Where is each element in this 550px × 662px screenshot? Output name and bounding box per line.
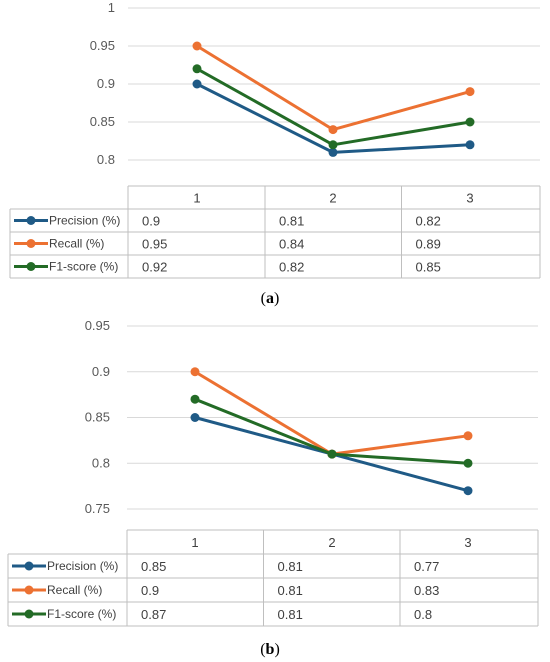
caption-close: ) <box>274 641 279 658</box>
legend-key-marker <box>26 216 36 225</box>
legend-key-marker <box>26 239 36 248</box>
caption-open: ( <box>260 641 265 658</box>
data-label: 0.83 <box>414 583 439 598</box>
data-label: 0.82 <box>279 260 304 275</box>
y-tick-label: 0.8 <box>97 152 115 167</box>
caption-open: ( <box>261 290 266 307</box>
chart-panel-b: 0.95 0.9 0.85 0.8 0.75 1 2 3 Precision (%) 0.85 0.… <box>7 318 539 658</box>
data-label: 0.89 <box>416 237 441 252</box>
data-point <box>463 431 473 441</box>
y-tick-label: 0.85 <box>85 410 110 425</box>
x-tick-label: 1 <box>193 191 200 206</box>
data-label: 0.8 <box>414 607 432 622</box>
data-label: 0.84 <box>279 237 304 252</box>
data-point <box>465 117 475 127</box>
x-tick-label: 2 <box>329 191 336 206</box>
legend-key-marker <box>26 262 36 271</box>
data-label: 0.81 <box>278 583 303 598</box>
data-point <box>192 64 202 74</box>
y-tick-label: 0.95 <box>90 38 115 53</box>
legend-key-marker <box>24 609 34 619</box>
data-point <box>190 367 200 377</box>
data-point <box>190 413 200 422</box>
data-label: 0.95 <box>142 237 167 252</box>
data-label: 0.85 <box>141 559 166 574</box>
data-point <box>190 394 200 404</box>
y-tick-label: 0.85 <box>90 114 115 129</box>
legend-key-marker <box>24 561 34 571</box>
data-point <box>463 486 473 496</box>
data-label: 0.81 <box>278 559 303 574</box>
data-label: 0.9 <box>142 214 160 229</box>
legend-key-marker <box>24 585 34 595</box>
data-point <box>192 41 202 51</box>
series-line <box>196 44 471 132</box>
data-point <box>463 458 473 468</box>
legend-entry: Precision (%) <box>49 214 120 228</box>
legend-entry: Precision (%) <box>47 559 118 573</box>
data-point <box>192 79 202 89</box>
data-point <box>328 125 338 135</box>
x-tick-label: 1 <box>191 535 198 550</box>
data-label: 0.77 <box>414 559 439 574</box>
y-tick-label: 1 <box>108 0 115 15</box>
data-label: 0.87 <box>141 607 166 622</box>
figure-caption: (a) <box>261 290 280 307</box>
y-tick-label: 0.9 <box>97 76 115 91</box>
data-point <box>327 449 337 459</box>
data-point <box>465 140 475 150</box>
legend-entry: Recall (%) <box>47 583 102 597</box>
caption-letter: b <box>266 641 275 658</box>
data-label: 0.9 <box>141 583 159 598</box>
x-tick-label: 2 <box>328 535 335 550</box>
caption-close: ) <box>274 290 279 307</box>
series-line <box>194 370 469 456</box>
legend-entry: Recall (%) <box>49 237 104 251</box>
y-tick-label: 0.9 <box>92 364 110 379</box>
data-label: 0.85 <box>416 260 441 275</box>
y-tick-label: 0.75 <box>85 501 110 516</box>
legend-entry: F1-score (%) <box>49 260 118 274</box>
caption-letter: a <box>266 290 274 307</box>
y-tick-label: 0.95 <box>85 318 110 333</box>
legend-entry: F1-score (%) <box>47 607 116 621</box>
x-tick-label: 3 <box>466 191 473 206</box>
data-label: 0.81 <box>279 214 304 229</box>
y-tick-label: 0.8 <box>92 455 110 470</box>
data-point <box>328 140 338 150</box>
data-label: 0.82 <box>416 214 441 229</box>
data-label: 0.92 <box>142 260 167 275</box>
data-point <box>465 87 475 97</box>
data-label: 0.81 <box>278 607 303 622</box>
data-point <box>328 147 338 157</box>
figure-caption: (b) <box>260 641 280 658</box>
x-tick-label: 3 <box>464 535 471 550</box>
